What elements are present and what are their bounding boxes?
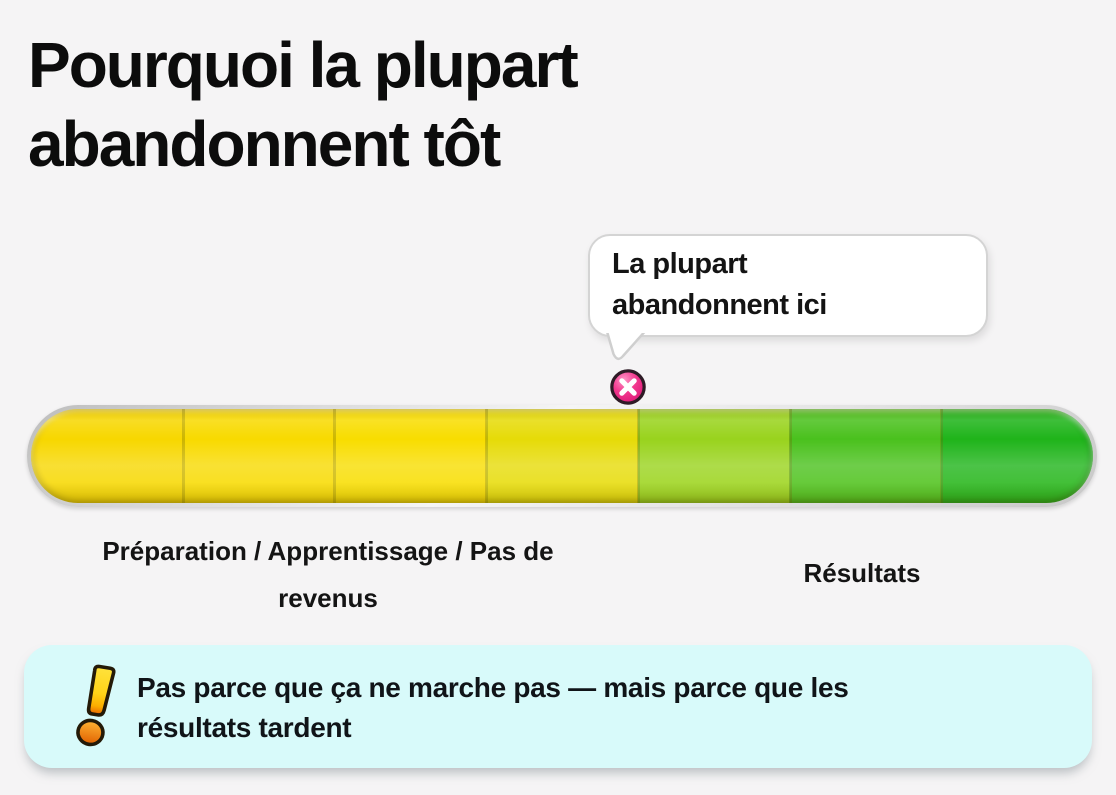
callout-tail	[606, 333, 646, 361]
segment-divider	[636, 409, 640, 503]
segment-divider	[940, 409, 944, 503]
timeline-bar	[31, 409, 1093, 503]
note-box: Pas parce que ça ne marche pas — mais pa…	[24, 645, 1092, 768]
timeline-label-preparation: Préparation / Apprentissage / Pas de rev…	[102, 536, 554, 613]
page-title-line1: Pourquoi la plupart	[28, 29, 579, 101]
exclamation-icon	[76, 664, 116, 747]
callout-text-line1: La plupart	[612, 248, 748, 280]
segment-divider	[788, 409, 792, 503]
segment-divider	[181, 409, 185, 503]
note-text: Pas parce que ça ne marche pas — mais pa…	[137, 672, 849, 743]
timeline-label-resultats: Résultats	[803, 558, 921, 588]
page-title: Pourquoi la plupart abandonnent tôt	[28, 26, 579, 184]
callout-text-line2: abandonnent ici	[612, 289, 827, 321]
x-cross-icon	[619, 378, 637, 396]
timeline-bar-frame	[27, 405, 1097, 507]
callout-bubble: La plupart abandonnent ici	[588, 234, 988, 337]
page-title-line2: abandonnent tôt	[28, 108, 501, 180]
segment-divider	[333, 409, 337, 503]
segment-divider	[485, 409, 489, 503]
abandon-marker-icon	[610, 369, 646, 405]
callout-text: La plupart abandonnent ici	[612, 244, 964, 326]
